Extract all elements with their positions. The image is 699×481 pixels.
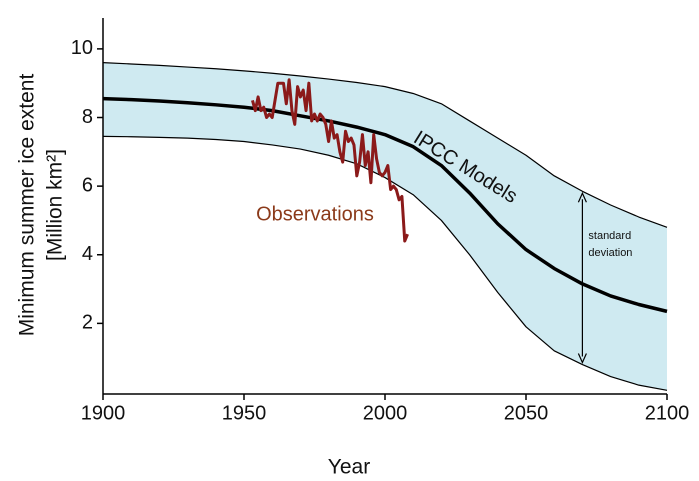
series-line — [102, 135, 668, 391]
y-axis-label: [Million km²] — [44, 149, 67, 261]
band-fill — [103, 62, 667, 391]
sd-arrowhead — [577, 353, 587, 365]
series-line — [251, 78, 409, 243]
sd-arrowhead — [577, 191, 587, 203]
annotation: deviation — [588, 247, 632, 259]
y-tick-label: 6 — [82, 174, 93, 196]
y-tick-label: 8 — [82, 106, 93, 128]
x-axis-label: Year — [328, 456, 370, 479]
x-tick-label: 2100 — [645, 402, 690, 424]
y-axis-label: Minimum summer ice extent — [16, 74, 39, 337]
y-tick-label: 10 — [71, 37, 93, 59]
x-tick-label: 1950 — [222, 402, 267, 424]
y-tick-label: 2 — [82, 312, 93, 334]
series-line — [102, 62, 668, 228]
series-label: Observations — [256, 203, 374, 225]
x-tick-label: 1900 — [81, 402, 126, 424]
x-tick-label: 2000 — [363, 402, 408, 424]
y-tick-label: 4 — [82, 243, 93, 265]
series-line — [102, 96, 668, 314]
x-tick-label: 2050 — [504, 402, 549, 424]
annotation: standard — [588, 230, 631, 242]
